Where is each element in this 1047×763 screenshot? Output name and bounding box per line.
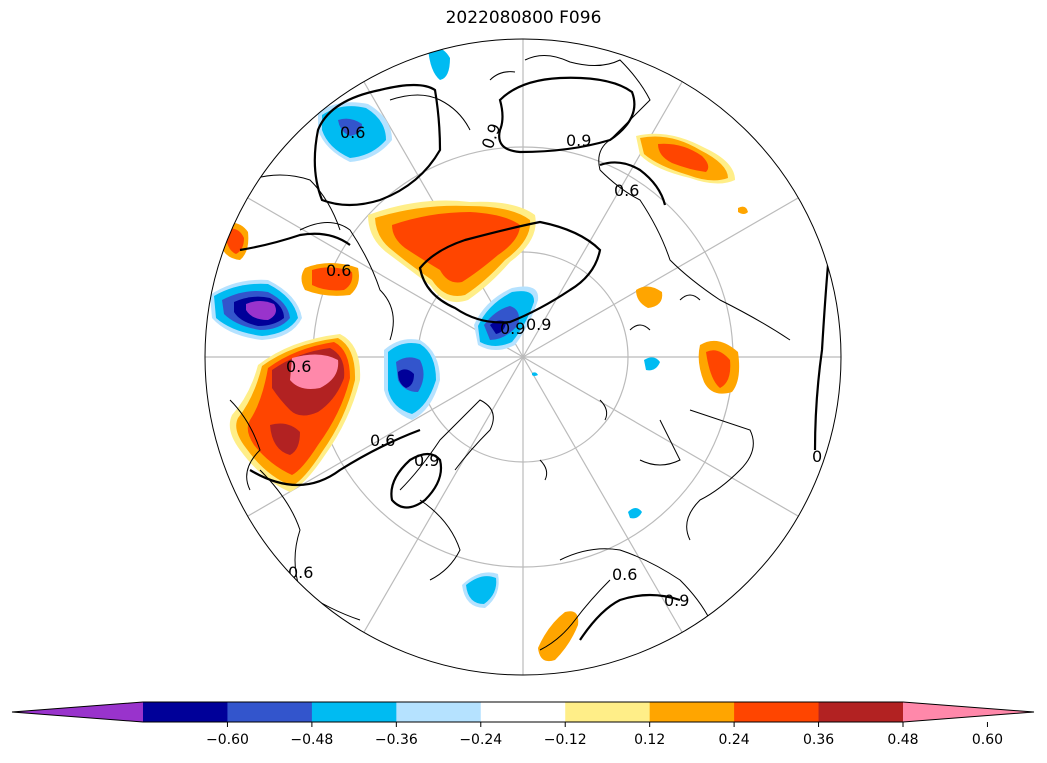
colorbar-tick-label: −0.24 (459, 732, 502, 748)
contour-label: 0.9 (414, 451, 439, 470)
colorbar-segment (734, 702, 820, 722)
contour-label: 0.6 (286, 357, 311, 376)
contour-label: 0.6 (612, 565, 637, 584)
contour-label-group: 0.9 0.9 0.6 0.6 0.6 0.9 0.9 0.6 0.6 0.9 … (286, 121, 837, 610)
colorbar-segment (480, 702, 566, 722)
colorbar-segment (818, 702, 904, 722)
colorbar-segment (649, 702, 735, 722)
colorbar-extend-high (903, 702, 1034, 722)
colorbar-extend-low (12, 702, 143, 722)
colorbar-tick-label: 0.24 (719, 732, 750, 748)
colorbar-tick-label: 0.60 (972, 732, 1003, 748)
anomaly-fills (210, 47, 748, 662)
map-boundary (204, 38, 842, 676)
colorbar-tick-label: −0.60 (206, 732, 249, 748)
colorbar-segment (396, 702, 482, 722)
contour-label: 0.6 (326, 261, 351, 280)
colorbar-segment (311, 702, 397, 722)
contour-label: 0.6 (370, 431, 395, 450)
colorbar-tick-label: 0.12 (634, 732, 665, 748)
map-title: 2022080800 F096 (445, 8, 602, 28)
colorbar-segment (227, 702, 313, 722)
colorbar-outline (11, 701, 1035, 723)
contour-label: 0.6 (288, 563, 313, 582)
contour-label: 0.6 (614, 181, 639, 200)
contour-label: 0.6 (340, 123, 365, 142)
contour-lines (239, 76, 830, 641)
contour-label: 0.9 (664, 591, 689, 610)
coastlines (229, 55, 791, 651)
colorbar-segment (143, 702, 228, 722)
colorbar-tick-label: 0.48 (887, 732, 918, 748)
contour-label: 0.9 (566, 131, 591, 150)
polar-map: 0.9 0.9 0.6 0.6 0.6 0.9 0.9 0.6 0.6 0.9 … (204, 38, 842, 676)
colorbar-tick-label: 0.36 (803, 732, 834, 748)
colorbar-tick-label: −0.12 (544, 732, 587, 748)
colorbar-tick-label: −0.48 (290, 732, 333, 748)
contour-label: 0.9 (526, 315, 551, 334)
colorbar-tick-label: −0.36 (375, 732, 418, 748)
colorbar: −0.60 −0.48 −0.36 −0.24 −0.12 0.12 0.24 0.36 0.4… (11, 701, 1035, 748)
colorbar-segment (565, 702, 651, 722)
contour-label: 0.9 (500, 319, 525, 338)
